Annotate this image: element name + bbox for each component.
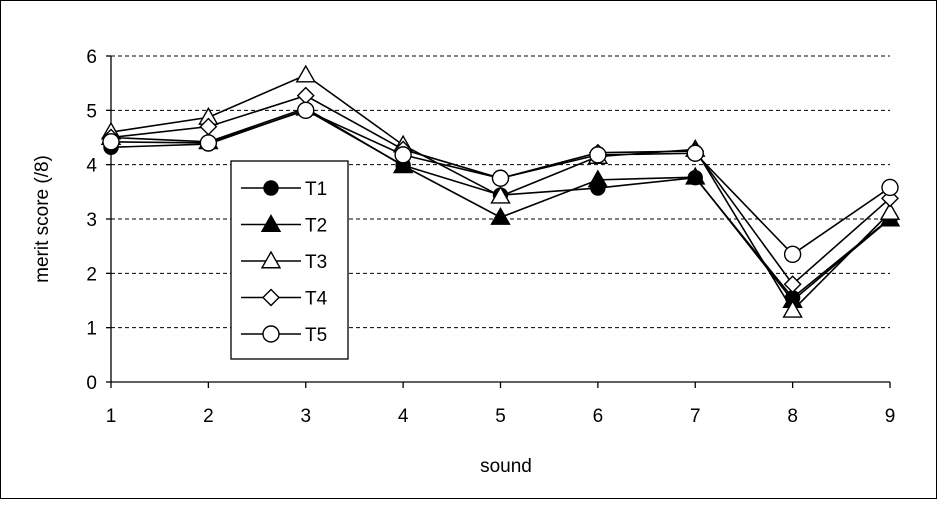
legend-marker-t5 [262, 325, 280, 343]
x-tick-label: 9 [885, 406, 896, 427]
data-point-t5 [297, 101, 315, 120]
data-point-t4 [296, 86, 315, 105]
data-point-t3 [490, 185, 511, 204]
data-point-t2 [392, 155, 414, 174]
x-tick-label: 8 [787, 406, 798, 427]
data-point-t4 [783, 275, 802, 294]
x-tick-label: 4 [398, 406, 409, 427]
plot-area [100, 64, 901, 318]
y-tick-label: 6 [86, 47, 97, 68]
x-tick-label: 2 [203, 406, 214, 427]
data-point-t2 [587, 169, 609, 188]
data-point-t2 [685, 166, 706, 185]
y-tick-label: 4 [86, 156, 97, 177]
data-point-t5 [783, 245, 802, 264]
legend-marker-t1 [263, 180, 279, 196]
data-point-t3 [879, 202, 901, 220]
data-point-t3 [295, 64, 316, 83]
y-tick-label: 1 [86, 319, 97, 340]
legend-marker-t3 [260, 250, 282, 269]
x-tick-label: 7 [690, 406, 701, 427]
data-point-t5 [686, 144, 704, 162]
axes [106, 55, 891, 388]
y-tick-label: 2 [86, 264, 97, 285]
legend-marker-t2 [260, 214, 282, 232]
legend-label: T2 [305, 216, 327, 237]
legend-label: T4 [305, 289, 328, 310]
y-tick-label: 0 [86, 373, 97, 394]
x-tick-label: 5 [495, 406, 506, 427]
legend-label: T3 [305, 252, 327, 273]
data-point-t5 [491, 169, 510, 187]
legend-label: T5 [305, 325, 327, 346]
data-point-t2 [490, 206, 511, 225]
legend-label: T1 [305, 179, 327, 200]
legend-marker-t4 [262, 288, 280, 307]
x-tick-label: 6 [593, 406, 604, 427]
data-point-t3 [782, 299, 803, 318]
data-point-t5 [199, 134, 218, 152]
legend: T1 T2 T3 T4 T5 [230, 160, 349, 360]
y-tick-label: 5 [86, 101, 97, 122]
y-axis-title: merit score (/8) [32, 155, 53, 283]
y-tick-label: 3 [86, 210, 97, 231]
x-tick-label: 1 [106, 406, 117, 427]
series-line-t1 [110, 108, 891, 299]
legend-box [230, 160, 349, 360]
data-point-t5 [102, 133, 120, 151]
x-axis-title: sound [480, 456, 532, 477]
data-point-t5 [394, 146, 412, 164]
x-tick-label: 3 [300, 406, 311, 427]
data-point-t5 [589, 146, 607, 164]
data-point-t5 [881, 178, 899, 197]
